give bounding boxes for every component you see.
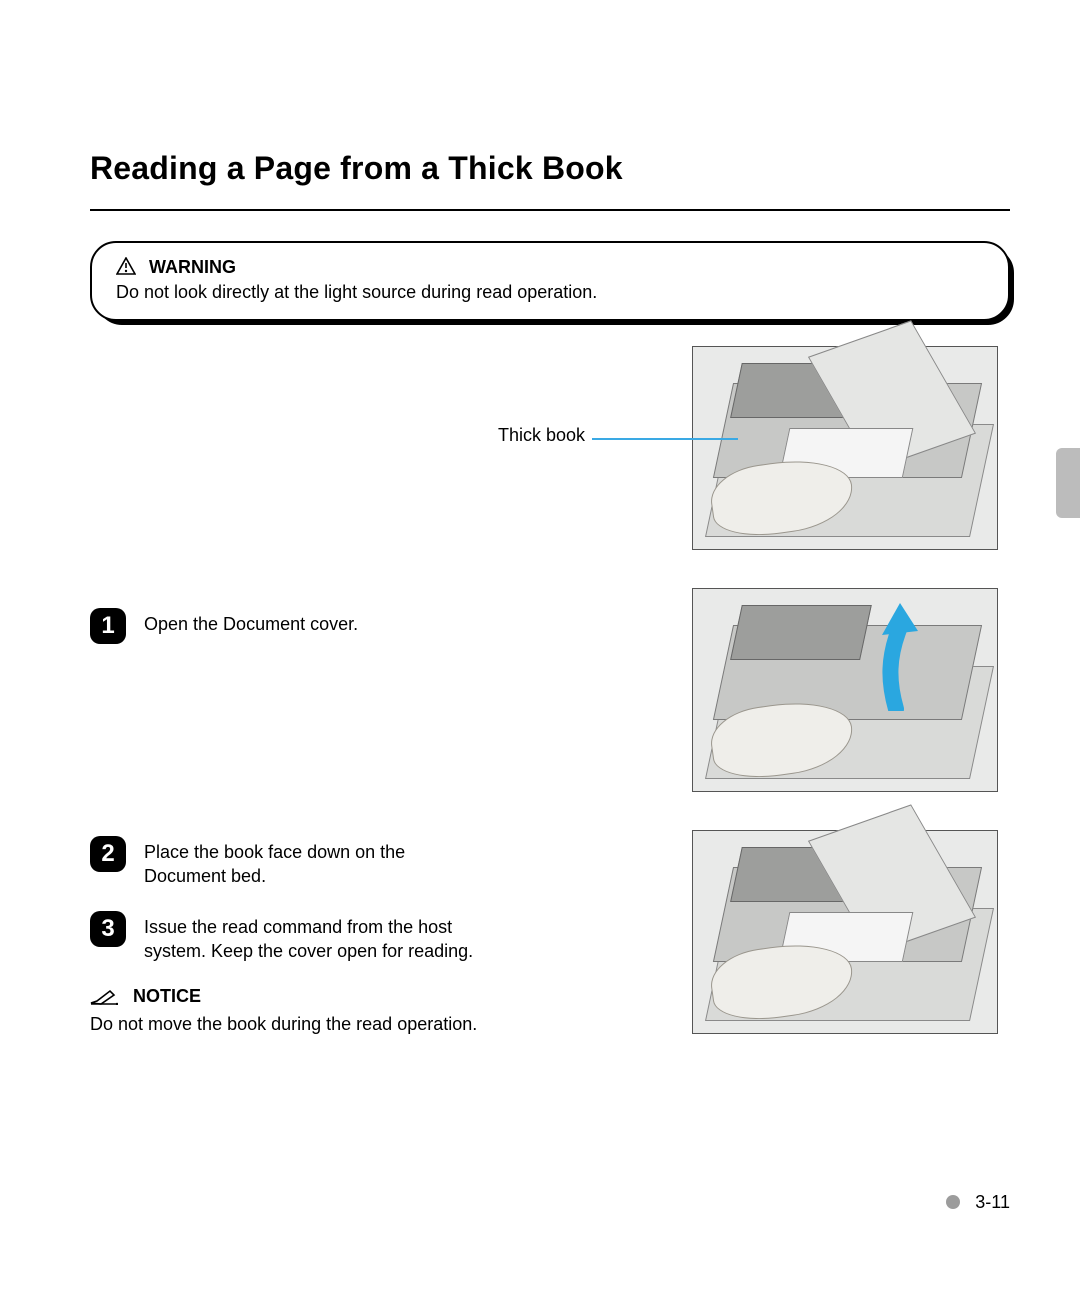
figure-place-book bbox=[692, 830, 998, 1034]
figure-thick-book bbox=[692, 346, 998, 550]
warning-box-inner: WARNING Do not look directly at the ligh… bbox=[90, 241, 1010, 321]
step-item: 2 Place the book face down on the Docume… bbox=[90, 836, 630, 889]
page-number: 3-11 bbox=[975, 1192, 1010, 1213]
warning-heading: WARNING bbox=[116, 257, 984, 280]
notice-block: NOTICE Do not move the book during the r… bbox=[90, 986, 477, 1035]
step-text: Place the book face down on the Document… bbox=[144, 836, 474, 889]
warning-text: Do not look directly at the light source… bbox=[116, 282, 984, 303]
notice-label: NOTICE bbox=[133, 986, 201, 1006]
title-rule bbox=[90, 209, 1010, 211]
warning-triangle-icon bbox=[116, 257, 136, 280]
step-item: 1 Open the Document cover. bbox=[90, 608, 630, 644]
notice-text: Do not move the book during the read ope… bbox=[90, 1014, 477, 1035]
warning-box: WARNING Do not look directly at the ligh… bbox=[90, 241, 1010, 321]
step-number-badge: 2 bbox=[90, 836, 126, 872]
step-item: 3 Issue the read command from the host s… bbox=[90, 911, 630, 964]
warning-label: WARNING bbox=[149, 257, 236, 277]
pen-icon bbox=[90, 989, 118, 1010]
arrow-up-icon bbox=[874, 601, 918, 711]
figure-open-cover bbox=[692, 588, 998, 792]
notice-heading: NOTICE bbox=[90, 986, 477, 1010]
manual-page: Reading a Page from a Thick Book WARNING… bbox=[0, 0, 1080, 1295]
step-text: Open the Document cover. bbox=[144, 608, 358, 636]
step-number-badge: 3 bbox=[90, 911, 126, 947]
callout-thick-book-label: Thick book bbox=[498, 425, 585, 446]
section-thumb-tab bbox=[1056, 448, 1080, 518]
callout-leader-line bbox=[592, 438, 738, 440]
step-number-badge: 1 bbox=[90, 608, 126, 644]
page-title: Reading a Page from a Thick Book bbox=[90, 150, 1010, 187]
step-list: 1 Open the Document cover. 2 Place the b… bbox=[90, 608, 630, 985]
footer-bullet-icon bbox=[946, 1195, 960, 1209]
step-text: Issue the read command from the host sys… bbox=[144, 911, 474, 964]
